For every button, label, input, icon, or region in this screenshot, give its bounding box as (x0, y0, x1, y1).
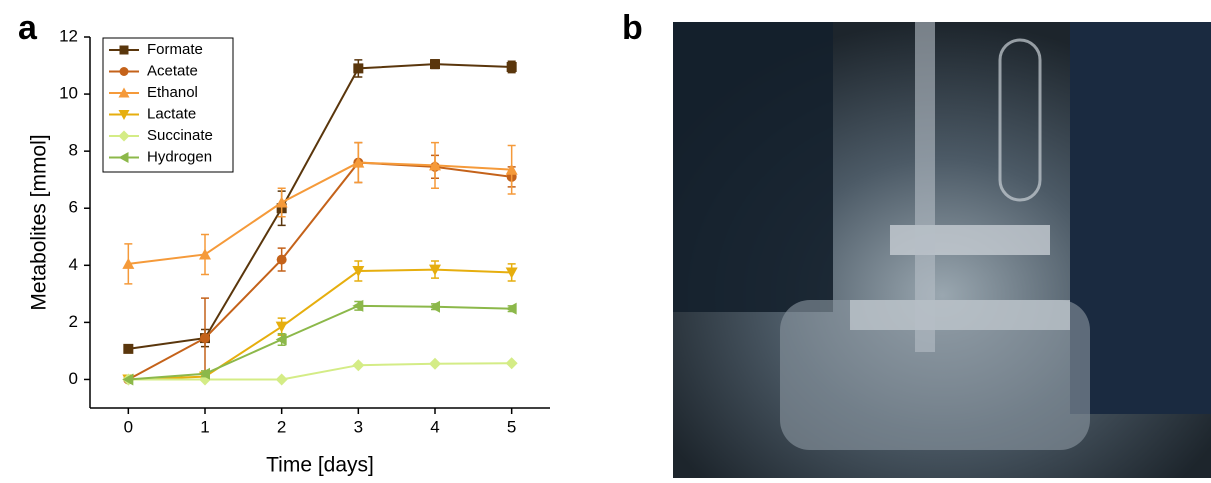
legend-marker (119, 45, 129, 55)
y-tick-label: 6 (69, 198, 78, 217)
marker (353, 63, 364, 74)
panel-label: a (18, 9, 38, 47)
marker (200, 333, 210, 344)
marker (505, 357, 518, 370)
series-line (128, 304, 512, 381)
legend-marker (118, 152, 129, 163)
marker (122, 257, 135, 269)
x-tick-label: 2 (277, 417, 286, 436)
marker (506, 61, 517, 72)
x-tick-label: 3 (354, 417, 363, 436)
y-tick-label: 8 (69, 141, 78, 160)
legend-label: Lactate (147, 105, 196, 122)
marker (430, 59, 440, 70)
y-tick-label: 0 (69, 369, 78, 388)
legend-marker (119, 67, 129, 76)
y-tick-label: 10 (59, 84, 78, 103)
x-axis-label: Time [days] (266, 454, 374, 477)
legend-box (102, 37, 234, 173)
marker (275, 196, 288, 208)
marker (275, 333, 287, 346)
series-line (128, 268, 512, 381)
series-line (128, 161, 512, 265)
marker (505, 302, 517, 315)
marker (199, 367, 210, 380)
series-line (127, 161, 512, 381)
marker (123, 343, 134, 354)
marker (505, 163, 518, 175)
y-axis-label: Metabolites [mmol] (28, 134, 51, 310)
series-line (128, 362, 512, 381)
marker (122, 373, 134, 386)
marker (352, 266, 365, 278)
marker (275, 373, 288, 386)
marker (275, 321, 288, 333)
legend-marker (118, 130, 130, 142)
legend-label: Hydrogen (147, 148, 212, 165)
x-tick-label: 1 (200, 417, 209, 436)
marker (276, 254, 287, 265)
marker (352, 359, 365, 372)
series-line (128, 63, 512, 350)
legend-label: Acetate (147, 62, 198, 79)
marker (505, 267, 518, 279)
marker (352, 299, 364, 312)
marker (352, 156, 365, 168)
y-tick-label: 4 (69, 255, 78, 274)
legend-label: Ethanol (147, 84, 198, 101)
legend-label: Formate (147, 41, 203, 58)
y-tick-label: 12 (59, 26, 78, 45)
marker (199, 248, 211, 260)
panel-label: b (622, 9, 643, 47)
marker (429, 300, 440, 313)
legend-marker (118, 110, 130, 120)
marker (429, 264, 441, 276)
marker (429, 159, 441, 171)
y-tick-label: 2 (69, 312, 78, 331)
x-tick-label: 4 (430, 417, 439, 436)
x-tick-label: 0 (124, 417, 133, 436)
legend-label: Succinate (147, 127, 213, 144)
legend-marker (118, 87, 130, 98)
x-tick-label: 5 (507, 417, 516, 436)
photo (673, 22, 1211, 478)
marker (429, 357, 441, 370)
